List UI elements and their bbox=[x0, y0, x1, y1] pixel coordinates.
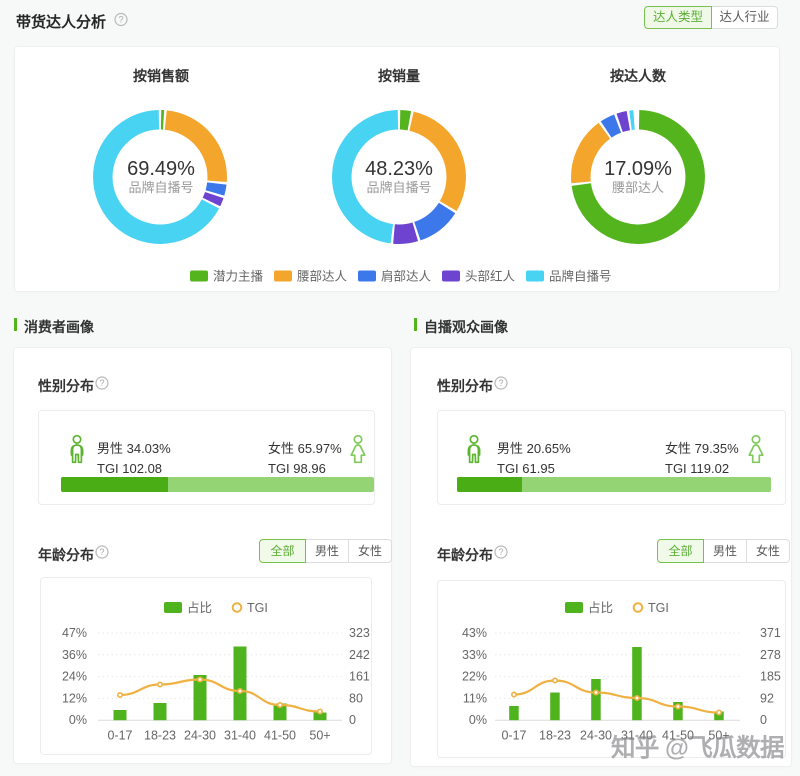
svg-text:?: ? bbox=[118, 15, 123, 25]
